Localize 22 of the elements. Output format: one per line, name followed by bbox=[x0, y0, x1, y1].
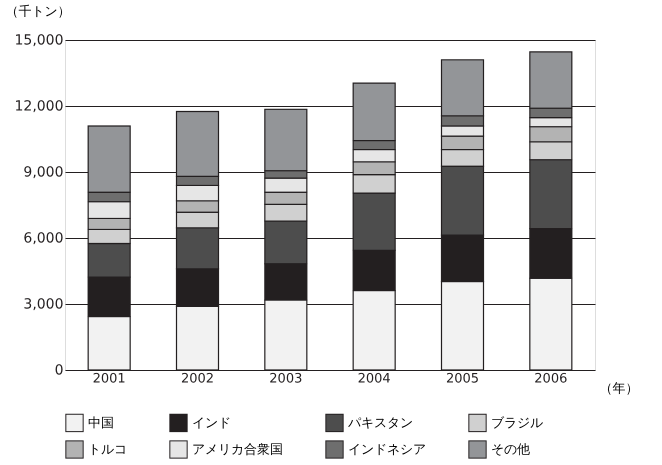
x-tick-label: 2006 bbox=[534, 372, 568, 386]
x-tick-label: 2003 bbox=[269, 372, 302, 386]
y-tick-label: 15,000 bbox=[14, 32, 64, 48]
legend-label: ブラジル bbox=[491, 416, 543, 431]
y-tick-label: 0 bbox=[54, 362, 64, 378]
legend-label: インド bbox=[192, 416, 231, 431]
y-tick-label: 12,000 bbox=[14, 98, 64, 114]
y-axis-title: （千トン） bbox=[6, 4, 70, 20]
legend-label: その他 bbox=[491, 442, 530, 458]
x-tick-label: 2002 bbox=[180, 372, 214, 386]
legend-label: インドネシア bbox=[348, 442, 426, 458]
y-tick-label: 6,000 bbox=[23, 230, 64, 246]
x-tick-label: 2001 bbox=[92, 372, 126, 386]
x-tick-label: 2005 bbox=[446, 372, 480, 386]
y-tick-label: 9,000 bbox=[23, 164, 64, 180]
legend-label: 中国 bbox=[88, 416, 114, 431]
legend-label: パキスタン bbox=[347, 416, 413, 431]
x-tick-label: 2004 bbox=[358, 372, 391, 386]
x-axis-title: （年） bbox=[600, 382, 638, 396]
legend-label: アメリカ合衆国 bbox=[192, 442, 283, 458]
y-tick-label: 3,000 bbox=[23, 296, 64, 312]
legend-label: トルコ bbox=[88, 442, 127, 458]
